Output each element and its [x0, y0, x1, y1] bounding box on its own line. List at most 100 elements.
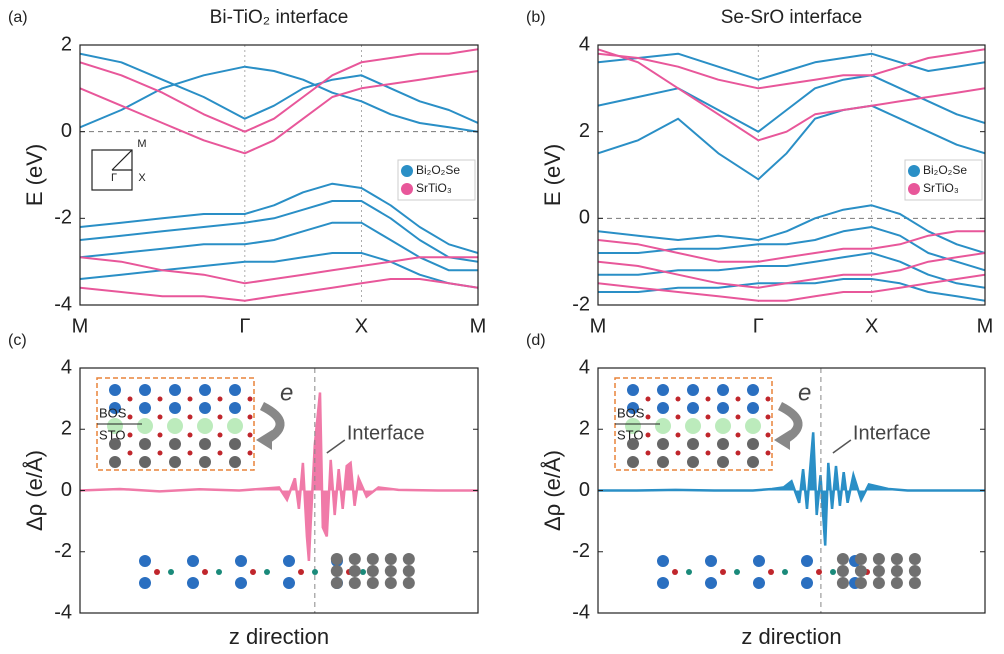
atom	[705, 450, 711, 456]
atom	[217, 414, 223, 420]
atom	[217, 396, 223, 402]
atom	[168, 569, 174, 575]
atom	[402, 565, 415, 577]
atom	[229, 456, 241, 468]
y-tick-label: 4	[579, 356, 590, 378]
y-tick-label: 4	[579, 33, 590, 55]
atom	[734, 569, 740, 575]
atom	[735, 450, 741, 456]
atom	[247, 432, 253, 438]
atom	[675, 432, 681, 438]
legend-label: SrTiO₃	[416, 181, 452, 195]
bz-path	[111, 149, 133, 171]
band-line	[598, 48, 985, 90]
atom	[715, 418, 731, 434]
x-tick-label: M	[72, 315, 89, 337]
atom	[854, 553, 867, 565]
atom	[348, 565, 361, 577]
y-tick-label: 2	[61, 33, 72, 55]
atom	[202, 569, 208, 575]
atom	[283, 577, 295, 589]
x-tick-label: X	[865, 315, 878, 337]
band-line	[598, 52, 985, 81]
atom	[717, 438, 729, 450]
atom	[250, 569, 256, 575]
atom	[167, 418, 183, 434]
atom	[169, 384, 181, 396]
band-line	[598, 273, 985, 302]
atom	[348, 577, 361, 589]
y-tick-label: -2	[54, 540, 72, 562]
atom	[686, 569, 692, 575]
atom	[735, 414, 741, 420]
atom	[298, 569, 304, 575]
x-axis-label: z direction	[229, 624, 329, 649]
atom	[890, 565, 903, 577]
atom	[801, 577, 813, 589]
atom	[360, 569, 366, 575]
atom	[229, 402, 241, 414]
atom	[187, 577, 199, 589]
atom	[765, 450, 771, 456]
atom	[890, 577, 903, 589]
atom	[836, 577, 849, 589]
atom	[645, 396, 651, 402]
bz-label: M	[137, 138, 146, 150]
plot-area	[80, 368, 478, 613]
atom	[657, 402, 669, 414]
interface-leader	[326, 439, 346, 454]
atom	[139, 438, 151, 450]
atom	[169, 456, 181, 468]
atom	[137, 418, 153, 434]
atom	[745, 418, 761, 434]
atom	[402, 553, 415, 565]
atom	[890, 553, 903, 565]
atom	[384, 577, 397, 589]
atom	[830, 569, 836, 575]
band-line	[598, 252, 985, 289]
atom	[330, 565, 343, 577]
atom	[109, 438, 121, 450]
atom	[735, 432, 741, 438]
atom	[229, 438, 241, 450]
atom	[157, 432, 163, 438]
atom	[139, 577, 151, 589]
atom	[247, 414, 253, 420]
atom	[717, 384, 729, 396]
electron-label: e	[798, 379, 811, 406]
atom	[645, 414, 651, 420]
atom	[657, 456, 669, 468]
atom	[872, 577, 885, 589]
legend-marker	[401, 183, 413, 195]
atom	[139, 402, 151, 414]
band-line	[80, 52, 478, 124]
atom	[675, 450, 681, 456]
atom	[765, 414, 771, 420]
atom	[625, 418, 641, 434]
atom	[747, 456, 759, 468]
atom	[854, 565, 867, 577]
atom	[657, 555, 669, 567]
atom	[672, 569, 678, 575]
atom	[247, 450, 253, 456]
layer-label: STO	[99, 427, 126, 442]
axes-frame	[597, 44, 986, 306]
atom	[217, 432, 223, 438]
atom	[139, 456, 151, 468]
interface-label: Interface	[347, 422, 425, 444]
x-tick-label: X	[355, 315, 368, 337]
atom	[199, 402, 211, 414]
electron-arrowhead	[774, 430, 790, 450]
atom	[157, 414, 163, 420]
atom	[139, 384, 151, 396]
panel-label: (a)	[8, 9, 28, 26]
atom	[705, 432, 711, 438]
atom	[765, 396, 771, 402]
charge-area	[598, 432, 985, 546]
atom	[717, 456, 729, 468]
atom	[655, 418, 671, 434]
legend-label: Bi₂O₂Se	[416, 163, 460, 177]
atom	[169, 438, 181, 450]
atom	[705, 555, 717, 567]
atom	[627, 402, 639, 414]
